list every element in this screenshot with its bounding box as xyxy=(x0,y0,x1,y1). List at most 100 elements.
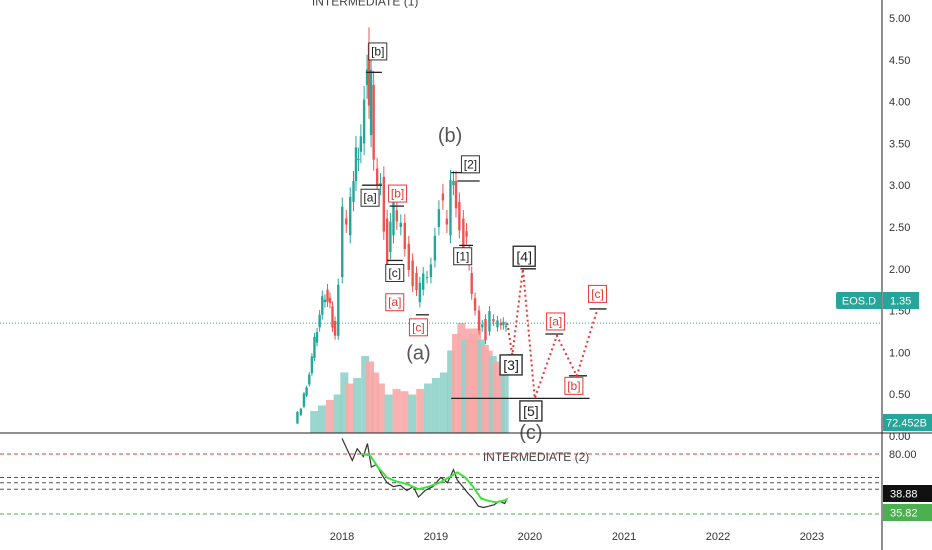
candle-body xyxy=(470,272,473,294)
price-axis-tick: 2.50 xyxy=(889,222,910,234)
time-axis-tick: 2022 xyxy=(706,531,730,543)
osc-value-label-bottom-text: 35.82 xyxy=(890,508,918,520)
candle-body xyxy=(477,310,481,331)
candle-body xyxy=(369,69,373,136)
wave-label: [b] xyxy=(564,376,584,395)
price-axis-tick: 3.00 xyxy=(889,180,910,192)
time-axis-tick: 2023 xyxy=(800,531,824,543)
candle-body xyxy=(429,264,433,278)
wave-label: (b) xyxy=(438,125,462,147)
volume-bar xyxy=(325,400,334,433)
symbol-tag[interactable]: EOS.D xyxy=(836,292,882,309)
wave-label: [4] xyxy=(512,245,536,267)
price-axis-tick: 0.50 xyxy=(889,389,910,401)
candle-body xyxy=(502,321,505,326)
projection-path xyxy=(506,268,599,399)
wave-label: [c] xyxy=(588,284,608,303)
price-axis-tick: 2.00 xyxy=(889,264,910,276)
wave-label-box xyxy=(453,247,473,266)
candle-body xyxy=(484,318,487,341)
wave-annotations: INTERMEDIATE (1) [b] [a] [b] [c] [a] [c] (a) (b)… xyxy=(312,0,608,464)
osc-signal-line xyxy=(360,453,508,504)
wave-label-text: [c] xyxy=(412,320,425,334)
wave-label-box xyxy=(519,400,543,422)
volume-bar xyxy=(392,389,401,433)
candle-body xyxy=(496,320,499,328)
candle-body xyxy=(421,273,425,290)
wave-label: INTERMEDIATE (1) xyxy=(312,0,418,8)
symbol-tag-text: EOS.D xyxy=(842,296,876,308)
wave-label-box xyxy=(408,318,428,337)
candle-body xyxy=(315,331,319,343)
wave-label: [1] xyxy=(453,247,473,266)
wave-label: (a) xyxy=(406,342,430,364)
candle-body xyxy=(341,206,344,278)
volume-label-bg xyxy=(883,414,932,431)
candle-body xyxy=(488,311,491,332)
candle-body xyxy=(323,299,327,303)
volume-bar xyxy=(468,334,477,433)
wave-label-box xyxy=(512,245,536,267)
volume-bar xyxy=(416,389,425,433)
wave-label-text: [c] xyxy=(591,287,604,301)
wave-label-text: [b] xyxy=(567,379,580,393)
wave-label-box xyxy=(499,354,523,376)
candle-body xyxy=(445,218,449,225)
price-axis-tick: 4.00 xyxy=(889,97,910,109)
volume-bar xyxy=(492,361,501,433)
volume-bar xyxy=(423,383,432,433)
volume-bar xyxy=(500,372,509,433)
candle-body xyxy=(504,325,508,328)
volume-bars xyxy=(310,323,509,433)
candle-body xyxy=(473,298,477,311)
candle-body xyxy=(296,411,299,424)
wave-label-box xyxy=(385,263,405,282)
volume-bar xyxy=(345,383,354,433)
candle-body xyxy=(321,296,324,315)
wave-label-box xyxy=(385,293,405,312)
osc-value-label-bottom-bg xyxy=(883,504,932,521)
candle-body xyxy=(331,306,334,328)
wave-label-text: [4] xyxy=(516,248,532,264)
price-axis-tick: 3.50 xyxy=(889,138,910,150)
wave-label-box xyxy=(388,184,408,203)
candle-body xyxy=(372,84,375,160)
candle-body xyxy=(392,200,395,236)
wave-label-box xyxy=(460,155,480,174)
candle-body xyxy=(465,231,468,237)
candle-body xyxy=(407,243,410,271)
candle-body xyxy=(375,168,379,186)
price-candles xyxy=(296,27,508,424)
volume-bar xyxy=(317,405,326,433)
price-axis: 5.004.504.003.503.002.502.001.501.000.50… xyxy=(889,13,910,443)
projection-line xyxy=(506,268,599,399)
last-price-label-bg xyxy=(883,292,919,309)
candle-body xyxy=(313,336,316,358)
wave-label-text: (a) xyxy=(406,342,430,364)
candle-body xyxy=(357,158,360,161)
candle-body xyxy=(399,222,403,227)
wave-label-text: (b) xyxy=(438,125,462,147)
volume-bar xyxy=(447,350,456,433)
candle-body xyxy=(367,43,371,106)
time-axis-tick: 2020 xyxy=(518,531,542,543)
wave-label-text: [b] xyxy=(371,44,384,58)
candle-body xyxy=(299,408,303,416)
volume-bar xyxy=(452,334,461,433)
candle-body xyxy=(345,218,348,225)
wave-label: [a] xyxy=(360,188,380,207)
candle-body xyxy=(385,218,389,269)
wave-label: [c] xyxy=(385,263,405,282)
osc-value-label-top-text: 38.88 xyxy=(890,489,918,501)
volume-label: 72.452B xyxy=(883,414,932,431)
candle-body xyxy=(492,318,495,322)
volume-label-text: 72.452B xyxy=(886,418,927,430)
candle-body xyxy=(337,284,340,336)
volume-bar xyxy=(376,383,385,433)
volume-bar xyxy=(340,372,349,433)
candle-body xyxy=(352,181,355,202)
candle-body xyxy=(458,201,461,231)
candle-body xyxy=(449,180,452,236)
price-axis-tick: 1.00 xyxy=(889,347,910,359)
